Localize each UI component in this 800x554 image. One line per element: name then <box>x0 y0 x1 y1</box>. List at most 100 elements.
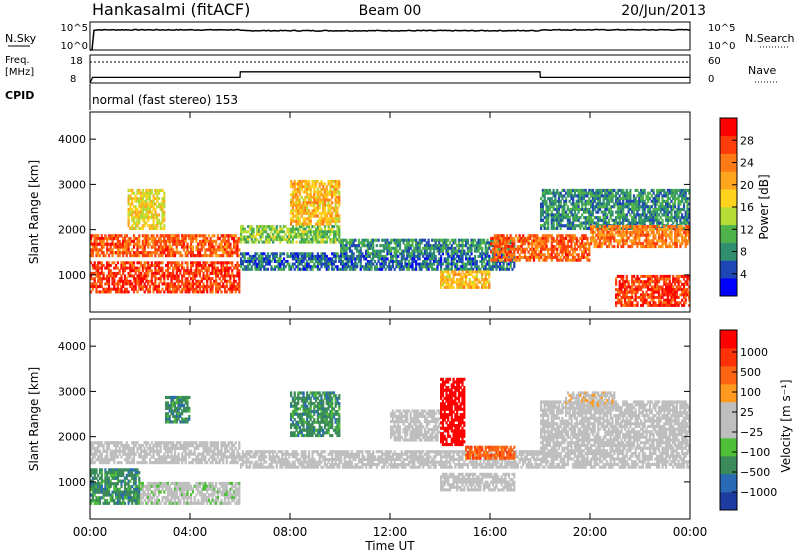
heatmap-cell <box>466 252 469 256</box>
heatmap-cell <box>300 185 303 189</box>
heatmap-cell <box>288 265 291 269</box>
heatmap-cell <box>640 218 643 222</box>
heatmap-cell <box>361 244 364 248</box>
heatmap-cell <box>384 246 387 250</box>
heatmap-cell <box>336 219 339 223</box>
heatmap-cell <box>418 262 421 266</box>
heatmap-cell <box>298 198 302 202</box>
heatmap-cell <box>479 254 482 258</box>
heatmap-cell <box>516 239 519 243</box>
heatmap-cell <box>302 211 305 215</box>
heatmap-cell <box>143 237 146 241</box>
heatmap-cell <box>154 261 157 265</box>
heatmap-cell <box>640 188 643 192</box>
heatmap-cell <box>179 251 182 255</box>
heatmap-cell <box>152 202 155 206</box>
heatmap-cell <box>131 285 134 289</box>
heatmap-cell <box>148 269 152 273</box>
heatmap-cell <box>665 191 668 195</box>
heatmap-cell <box>295 260 298 263</box>
heatmap-cell <box>150 239 153 243</box>
heatmap-cell <box>657 207 661 211</box>
heatmap-cell <box>329 230 332 234</box>
heatmap-cell <box>191 237 194 241</box>
heatmap-cell <box>463 273 466 276</box>
heatmap-cell <box>181 254 184 258</box>
heatmap-cell <box>634 199 637 203</box>
heatmap-cell <box>290 235 293 239</box>
heatmap-cell <box>179 290 182 294</box>
heatmap-cell <box>172 271 175 275</box>
heatmap-cell <box>513 236 516 240</box>
heatmap-cell <box>298 257 302 261</box>
heatmap-cell <box>93 282 96 286</box>
heatmap-cell <box>202 287 205 291</box>
heatmap-cell <box>152 226 155 230</box>
heatmap-cell <box>629 226 632 230</box>
heatmap-cell <box>540 245 543 249</box>
heatmap-cell <box>484 257 487 261</box>
heatmap-cell <box>577 224 580 228</box>
heatmap-cell <box>343 254 346 258</box>
heatmap-cell <box>502 262 505 266</box>
heatmap-cell <box>197 254 200 258</box>
heatmap-cell <box>131 226 134 230</box>
heatmap-cell <box>288 232 291 236</box>
heatmap-cell <box>659 188 662 192</box>
heatmap-cell <box>190 264 193 267</box>
heatmap-cell <box>300 262 303 266</box>
heatmap-cell <box>629 207 632 211</box>
heatmap-cell <box>204 274 207 278</box>
heatmap-cell <box>356 249 359 253</box>
heatmap-cell <box>116 271 119 275</box>
heatmap-cell <box>547 234 550 238</box>
heatmap-cell <box>163 274 166 278</box>
heatmap-cell <box>295 240 298 244</box>
heatmap-cell <box>645 216 648 220</box>
heatmap-cell <box>563 188 566 192</box>
heatmap-cell <box>318 262 321 266</box>
heatmap-cell <box>456 252 459 256</box>
heatmap-cell <box>345 241 348 245</box>
heatmap-cell <box>122 279 125 283</box>
heatmap-cell <box>318 206 321 210</box>
heatmap-cell <box>300 214 303 218</box>
heatmap-cell <box>131 216 134 220</box>
heatmap-cell <box>547 191 550 195</box>
heatmap-cell <box>220 290 223 294</box>
heatmap-cell <box>388 244 391 248</box>
heatmap-cell <box>540 207 543 211</box>
heatmap-cell <box>431 267 434 271</box>
heatmap-cell <box>147 207 150 211</box>
heatmap-cell <box>168 287 171 291</box>
heatmap-cell <box>420 267 423 271</box>
heatmap-cell <box>631 221 634 225</box>
heatmap-cell <box>247 260 250 263</box>
heatmap-cell <box>336 265 339 269</box>
heatmap-cell <box>584 199 587 203</box>
heatmap-cell <box>291 235 294 239</box>
heatmap-cell <box>566 239 569 243</box>
heatmap-cell <box>182 242 186 246</box>
heatmap-cell <box>486 267 489 271</box>
heatmap-cell <box>575 239 578 243</box>
heatmap-cell <box>565 224 568 228</box>
heatmap-cell <box>259 230 262 234</box>
heatmap-cell <box>493 258 496 262</box>
heatmap-cell <box>140 285 143 289</box>
heatmap-cell <box>606 199 609 203</box>
heatmap-cell <box>143 194 146 198</box>
heatmap-cell <box>304 238 307 242</box>
heatmap-cell <box>325 260 328 263</box>
heatmap-cell <box>263 225 266 229</box>
heatmap-cell <box>625 239 628 243</box>
heatmap-cell <box>582 207 586 211</box>
heatmap-cell <box>409 262 412 266</box>
heatmap-cell <box>472 280 475 284</box>
heatmap-cell <box>577 210 580 214</box>
heatmap-cell <box>156 264 159 267</box>
heatmap-cell <box>641 218 644 222</box>
heatmap-cell <box>559 202 562 206</box>
heatmap-cell <box>116 234 119 238</box>
heatmap-cell <box>172 269 175 273</box>
